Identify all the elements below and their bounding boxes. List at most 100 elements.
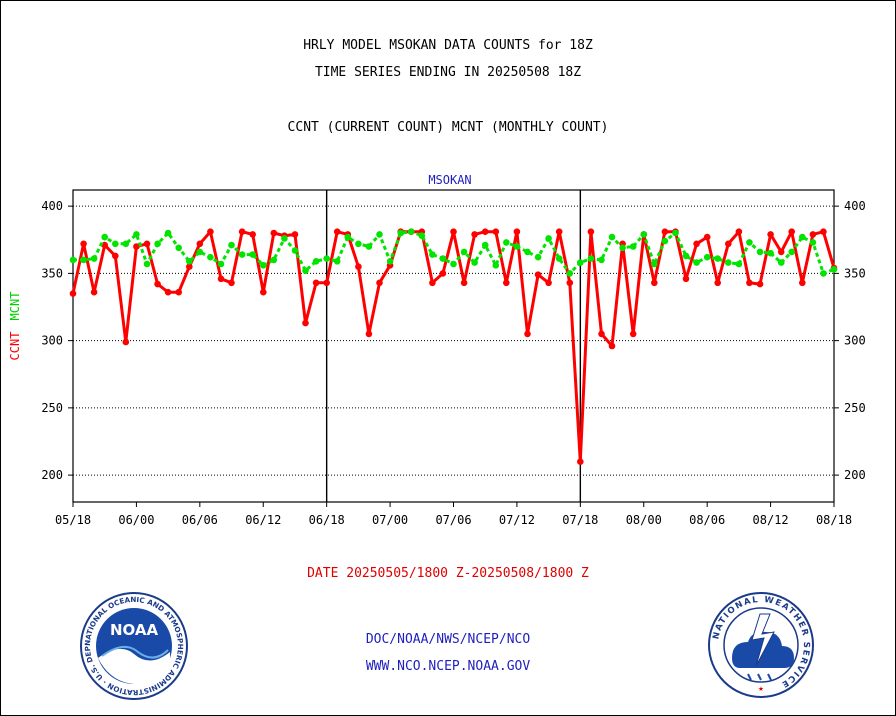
data-point-ccnt bbox=[69, 290, 77, 297]
data-point-ccnt bbox=[112, 252, 119, 260]
y-tick-label-right: 250 bbox=[844, 401, 866, 415]
x-tick-label: 07/06 bbox=[435, 513, 471, 527]
data-point-mcnt bbox=[460, 248, 468, 256]
data-point-ccnt bbox=[756, 280, 764, 288]
series-layer bbox=[69, 228, 838, 466]
data-point-mcnt bbox=[407, 228, 415, 235]
data-point-ccnt bbox=[122, 338, 130, 346]
data-point-ccnt bbox=[820, 228, 827, 235]
data-point-ccnt bbox=[703, 233, 711, 241]
data-point-mcnt bbox=[122, 240, 130, 248]
data-point-mcnt bbox=[439, 255, 447, 262]
data-point-mcnt bbox=[672, 229, 679, 237]
data-point-mcnt bbox=[524, 248, 531, 256]
data-point-mcnt bbox=[619, 244, 626, 252]
data-point-mcnt bbox=[196, 248, 204, 256]
data-point-mcnt bbox=[186, 258, 193, 265]
data-point-ccnt bbox=[471, 231, 478, 238]
data-point-mcnt bbox=[90, 255, 98, 262]
data-point-mcnt bbox=[249, 251, 256, 258]
data-point-mcnt bbox=[682, 252, 690, 260]
data-point-mcnt bbox=[418, 232, 426, 239]
data-point-mcnt bbox=[598, 256, 605, 264]
data-point-ccnt bbox=[80, 240, 87, 248]
data-point-mcnt bbox=[735, 260, 743, 268]
data-point-ccnt bbox=[323, 279, 331, 287]
data-point-mcnt bbox=[703, 253, 711, 261]
data-point-ccnt bbox=[629, 330, 637, 338]
data-point-mcnt bbox=[830, 266, 838, 273]
y-tick-label-left: 200 bbox=[41, 468, 63, 482]
data-point-ccnt bbox=[291, 231, 299, 238]
data-point-ccnt bbox=[164, 288, 172, 296]
nco-website-link[interactable]: WWW.NCO.NCEP.NOAA.GOV bbox=[365, 659, 531, 674]
data-point-ccnt bbox=[524, 330, 531, 338]
data-point-ccnt bbox=[661, 228, 669, 235]
y-tick-label-right: 200 bbox=[844, 468, 866, 482]
data-point-ccnt bbox=[302, 319, 309, 327]
grid-layer bbox=[73, 205, 834, 476]
noaa-logo: NOAA NATIONAL OCEANIC AND ATMOSPHERIC AD… bbox=[80, 592, 188, 700]
doc-noaa-link[interactable]: DOC/NOAA/NWS/NCEP/NCO bbox=[365, 632, 531, 647]
data-point-mcnt bbox=[69, 256, 77, 264]
data-point-ccnt bbox=[312, 279, 320, 287]
data-point-mcnt bbox=[503, 239, 510, 246]
data-point-mcnt bbox=[513, 243, 521, 250]
data-point-ccnt bbox=[439, 270, 447, 277]
data-point-mcnt bbox=[291, 247, 299, 254]
data-point-ccnt bbox=[503, 279, 510, 287]
data-point-mcnt bbox=[756, 248, 764, 256]
data-point-mcnt bbox=[777, 259, 785, 266]
data-point-mcnt bbox=[397, 229, 405, 237]
ylabel-mcnt: MCNT bbox=[8, 292, 22, 321]
x-tick-label: 06/18 bbox=[309, 513, 345, 527]
data-point-mcnt bbox=[175, 244, 182, 252]
data-point-mcnt bbox=[587, 255, 595, 262]
data-point-mcnt bbox=[386, 258, 394, 265]
data-point-mcnt bbox=[555, 255, 563, 262]
data-point-mcnt bbox=[154, 240, 161, 248]
data-point-mcnt bbox=[133, 231, 140, 238]
data-point-mcnt bbox=[323, 255, 331, 262]
x-tick-label: 05/18 bbox=[55, 513, 91, 527]
data-point-ccnt bbox=[260, 288, 267, 296]
data-point-mcnt bbox=[429, 251, 436, 258]
x-tick-label: 06/12 bbox=[245, 513, 281, 527]
x-tick-label: 07/12 bbox=[499, 513, 535, 527]
x-tick-label: 06/06 bbox=[182, 513, 218, 527]
x-tick-label: 08/06 bbox=[689, 513, 725, 527]
data-point-ccnt bbox=[460, 279, 468, 287]
data-point-ccnt bbox=[207, 228, 214, 235]
data-point-ccnt bbox=[714, 279, 721, 287]
y-tick-label-right: 350 bbox=[844, 266, 866, 280]
data-point-ccnt bbox=[175, 288, 182, 296]
data-point-mcnt bbox=[365, 243, 373, 250]
data-point-mcnt bbox=[651, 260, 658, 268]
data-point-ccnt bbox=[555, 228, 563, 235]
data-point-mcnt bbox=[534, 253, 542, 261]
data-point-ccnt bbox=[767, 231, 774, 238]
data-point-mcnt bbox=[629, 243, 637, 250]
data-point-mcnt bbox=[566, 270, 574, 277]
nws-logo: NATIONAL WEATHER SERVICE ★ bbox=[708, 592, 814, 698]
data-point-ccnt bbox=[333, 228, 341, 235]
y-tick-label-left: 250 bbox=[41, 401, 63, 415]
data-point-ccnt bbox=[90, 288, 98, 296]
data-point-mcnt bbox=[80, 256, 87, 264]
chart-subtitle: CCNT (CURRENT COUNT) MCNT (MONTHLY COUNT… bbox=[287, 120, 609, 135]
data-point-ccnt bbox=[534, 271, 542, 279]
data-point-ccnt bbox=[133, 243, 140, 250]
data-point-ccnt bbox=[809, 231, 817, 238]
data-point-mcnt bbox=[164, 229, 172, 237]
x-tick-label: 08/00 bbox=[626, 513, 662, 527]
data-point-ccnt bbox=[777, 248, 785, 256]
data-point-mcnt bbox=[471, 259, 478, 266]
data-point-ccnt bbox=[270, 229, 278, 237]
x-tick-label: 07/18 bbox=[562, 513, 598, 527]
data-point-mcnt bbox=[767, 249, 774, 257]
x-tick-label: 07/00 bbox=[372, 513, 408, 527]
data-point-ccnt bbox=[492, 228, 500, 235]
data-point-ccnt bbox=[598, 330, 605, 338]
data-point-mcnt bbox=[312, 258, 320, 265]
